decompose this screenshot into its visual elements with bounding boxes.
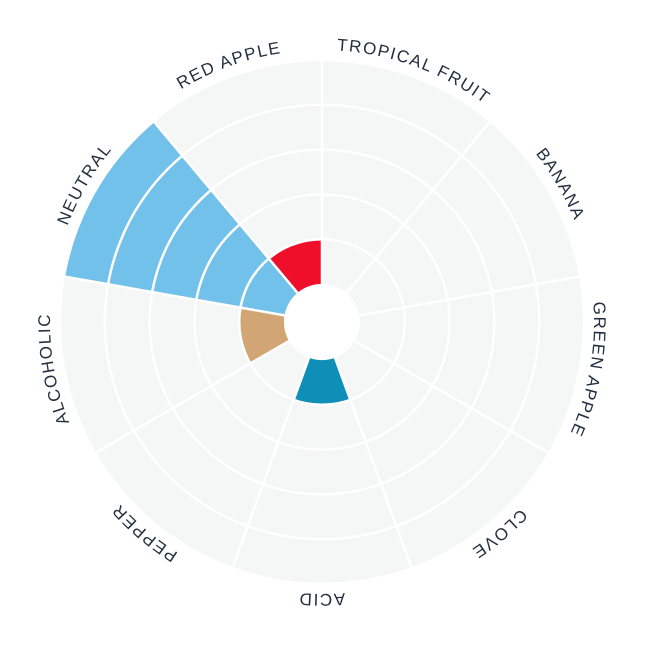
spoke	[359, 275, 581, 317]
category-label: ACID	[298, 589, 346, 609]
bar	[268, 239, 322, 293]
spoke	[152, 120, 299, 294]
spoke	[333, 357, 413, 569]
center-hole	[284, 284, 360, 360]
spoke	[231, 357, 311, 569]
bar	[63, 121, 298, 316]
spoke	[354, 339, 550, 455]
bar	[293, 357, 351, 405]
category-label-path: ACID	[298, 589, 345, 609]
bar	[239, 307, 290, 364]
spoke	[63, 275, 285, 317]
spoke	[345, 120, 492, 294]
spoke	[94, 339, 290, 455]
